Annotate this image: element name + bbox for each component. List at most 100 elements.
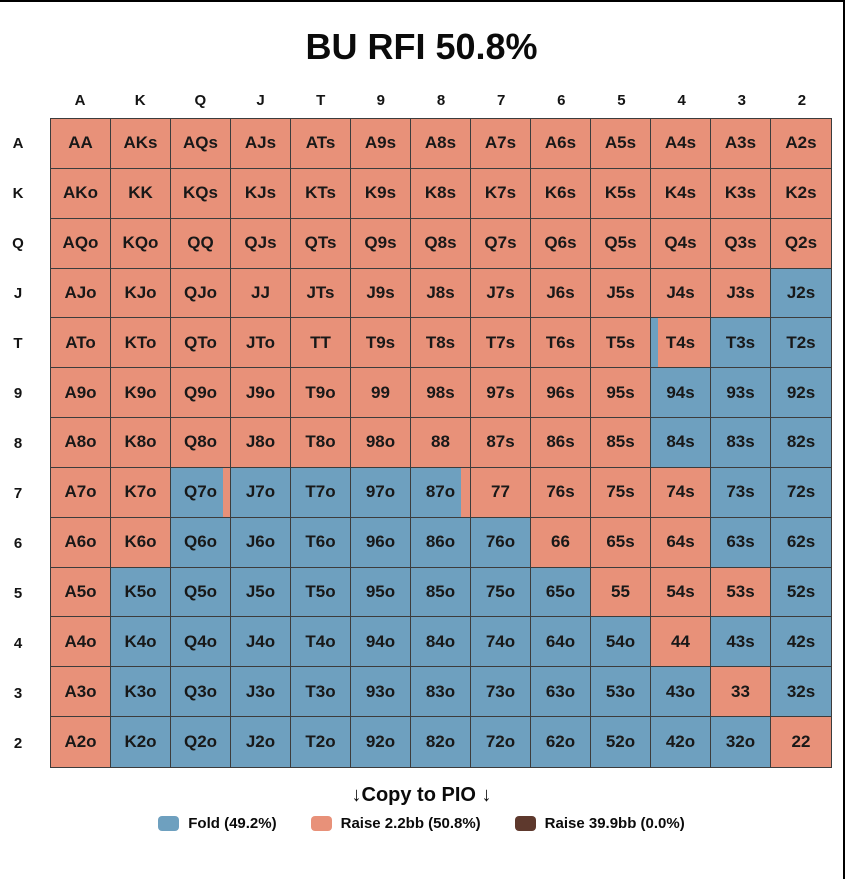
hand-cell-A9s[interactable]: A9s <box>351 119 411 169</box>
hand-cell-22[interactable]: 22 <box>771 717 831 767</box>
hand-cell-53s[interactable]: 53s <box>711 567 771 618</box>
hand-cell-J9s[interactable]: J9s <box>351 268 411 319</box>
hand-cell-K3o[interactable]: K3o <box>111 667 171 718</box>
hand-cell-A8s[interactable]: A8s <box>411 119 471 169</box>
hand-cell-94s[interactable]: 94s <box>651 368 711 419</box>
hand-cell-KK[interactable]: KK <box>111 168 171 219</box>
hand-cell-J5s[interactable]: J5s <box>591 268 651 319</box>
hand-cell-Q6o[interactable]: Q6o <box>171 517 231 568</box>
hand-cell-83o[interactable]: 83o <box>411 667 471 718</box>
hand-cell-99[interactable]: 99 <box>351 368 411 419</box>
hand-cell-T6s[interactable]: T6s <box>531 318 591 369</box>
hand-cell-98o[interactable]: 98o <box>351 418 411 468</box>
hand-cell-JTo[interactable]: JTo <box>231 318 291 369</box>
hand-cell-95s[interactable]: 95s <box>591 368 651 419</box>
hand-cell-ATo[interactable]: ATo <box>51 318 111 369</box>
hand-cell-A8o[interactable]: A8o <box>51 418 111 468</box>
hand-cell-Q8s[interactable]: Q8s <box>411 218 471 269</box>
hand-cell-66[interactable]: 66 <box>531 517 591 568</box>
hand-cell-Q6s[interactable]: Q6s <box>531 218 591 269</box>
hand-cell-97s[interactable]: 97s <box>471 368 531 419</box>
hand-cell-33[interactable]: 33 <box>711 667 771 718</box>
hand-cell-65s[interactable]: 65s <box>591 517 651 568</box>
hand-cell-55[interactable]: 55 <box>591 567 651 618</box>
hand-cell-T5s[interactable]: T5s <box>591 318 651 369</box>
hand-cell-86s[interactable]: 86s <box>531 418 591 468</box>
hand-cell-J9o[interactable]: J9o <box>231 368 291 419</box>
hand-cell-92s[interactable]: 92s <box>771 368 831 419</box>
hand-cell-96o[interactable]: 96o <box>351 517 411 568</box>
hand-cell-J2o[interactable]: J2o <box>231 717 291 767</box>
hand-cell-87s[interactable]: 87s <box>471 418 531 468</box>
hand-cell-86o[interactable]: 86o <box>411 517 471 568</box>
hand-cell-A7o[interactable]: A7o <box>51 467 111 518</box>
hand-cell-J6s[interactable]: J6s <box>531 268 591 319</box>
hand-cell-95o[interactable]: 95o <box>351 567 411 618</box>
hand-cell-88[interactable]: 88 <box>411 418 471 468</box>
hand-cell-85o[interactable]: 85o <box>411 567 471 618</box>
hand-cell-Q3o[interactable]: Q3o <box>171 667 231 718</box>
hand-cell-43o[interactable]: 43o <box>651 667 711 718</box>
hand-cell-A5o[interactable]: A5o <box>51 567 111 618</box>
hand-cell-A6s[interactable]: A6s <box>531 119 591 169</box>
hand-cell-Q7s[interactable]: Q7s <box>471 218 531 269</box>
hand-cell-J4o[interactable]: J4o <box>231 617 291 668</box>
hand-cell-76s[interactable]: 76s <box>531 467 591 518</box>
hand-cell-J2s[interactable]: J2s <box>771 268 831 319</box>
hand-cell-J7o[interactable]: J7o <box>231 467 291 518</box>
hand-cell-AKo[interactable]: AKo <box>51 168 111 219</box>
hand-cell-T4o[interactable]: T4o <box>291 617 351 668</box>
hand-cell-Q5o[interactable]: Q5o <box>171 567 231 618</box>
hand-cell-32o[interactable]: 32o <box>711 717 771 767</box>
hand-cell-KJs[interactable]: KJs <box>231 168 291 219</box>
hand-cell-Q2o[interactable]: Q2o <box>171 717 231 767</box>
hand-cell-93s[interactable]: 93s <box>711 368 771 419</box>
hand-cell-A4s[interactable]: A4s <box>651 119 711 169</box>
hand-cell-T7o[interactable]: T7o <box>291 467 351 518</box>
hand-cell-A5s[interactable]: A5s <box>591 119 651 169</box>
hand-cell-J8s[interactable]: J8s <box>411 268 471 319</box>
hand-cell-K2s[interactable]: K2s <box>771 168 831 219</box>
hand-cell-KJo[interactable]: KJo <box>111 268 171 319</box>
hand-cell-J3o[interactable]: J3o <box>231 667 291 718</box>
hand-cell-Q5s[interactable]: Q5s <box>591 218 651 269</box>
hand-cell-65o[interactable]: 65o <box>531 567 591 618</box>
hand-cell-K4o[interactable]: K4o <box>111 617 171 668</box>
hand-cell-J8o[interactable]: J8o <box>231 418 291 468</box>
hand-cell-72o[interactable]: 72o <box>471 717 531 767</box>
hand-cell-84o[interactable]: 84o <box>411 617 471 668</box>
hand-cell-64o[interactable]: 64o <box>531 617 591 668</box>
hand-cell-QTo[interactable]: QTo <box>171 318 231 369</box>
hand-cell-JTs[interactable]: JTs <box>291 268 351 319</box>
hand-cell-T2o[interactable]: T2o <box>291 717 351 767</box>
hand-cell-QJs[interactable]: QJs <box>231 218 291 269</box>
hand-cell-92o[interactable]: 92o <box>351 717 411 767</box>
hand-cell-K2o[interactable]: K2o <box>111 717 171 767</box>
hand-cell-K3s[interactable]: K3s <box>711 168 771 219</box>
hand-cell-K9o[interactable]: K9o <box>111 368 171 419</box>
hand-cell-62o[interactable]: 62o <box>531 717 591 767</box>
hand-cell-Q9s[interactable]: Q9s <box>351 218 411 269</box>
hand-cell-T8s[interactable]: T8s <box>411 318 471 369</box>
hand-cell-QJo[interactable]: QJo <box>171 268 231 319</box>
hand-cell-K4s[interactable]: K4s <box>651 168 711 219</box>
hand-cell-J6o[interactable]: J6o <box>231 517 291 568</box>
hand-cell-98s[interactable]: 98s <box>411 368 471 419</box>
hand-cell-42o[interactable]: 42o <box>651 717 711 767</box>
hand-cell-K7s[interactable]: K7s <box>471 168 531 219</box>
hand-cell-K6o[interactable]: K6o <box>111 517 171 568</box>
hand-cell-A3o[interactable]: A3o <box>51 667 111 718</box>
hand-cell-A6o[interactable]: A6o <box>51 517 111 568</box>
hand-cell-74o[interactable]: 74o <box>471 617 531 668</box>
hand-cell-76o[interactable]: 76o <box>471 517 531 568</box>
hand-cell-K8s[interactable]: K8s <box>411 168 471 219</box>
hand-cell-JJ[interactable]: JJ <box>231 268 291 319</box>
hand-cell-KTs[interactable]: KTs <box>291 168 351 219</box>
hand-cell-KQs[interactable]: KQs <box>171 168 231 219</box>
hand-cell-K5s[interactable]: K5s <box>591 168 651 219</box>
hand-cell-T8o[interactable]: T8o <box>291 418 351 468</box>
hand-cell-K8o[interactable]: K8o <box>111 418 171 468</box>
hand-cell-ATs[interactable]: ATs <box>291 119 351 169</box>
hand-cell-QQ[interactable]: QQ <box>171 218 231 269</box>
hand-cell-82o[interactable]: 82o <box>411 717 471 767</box>
